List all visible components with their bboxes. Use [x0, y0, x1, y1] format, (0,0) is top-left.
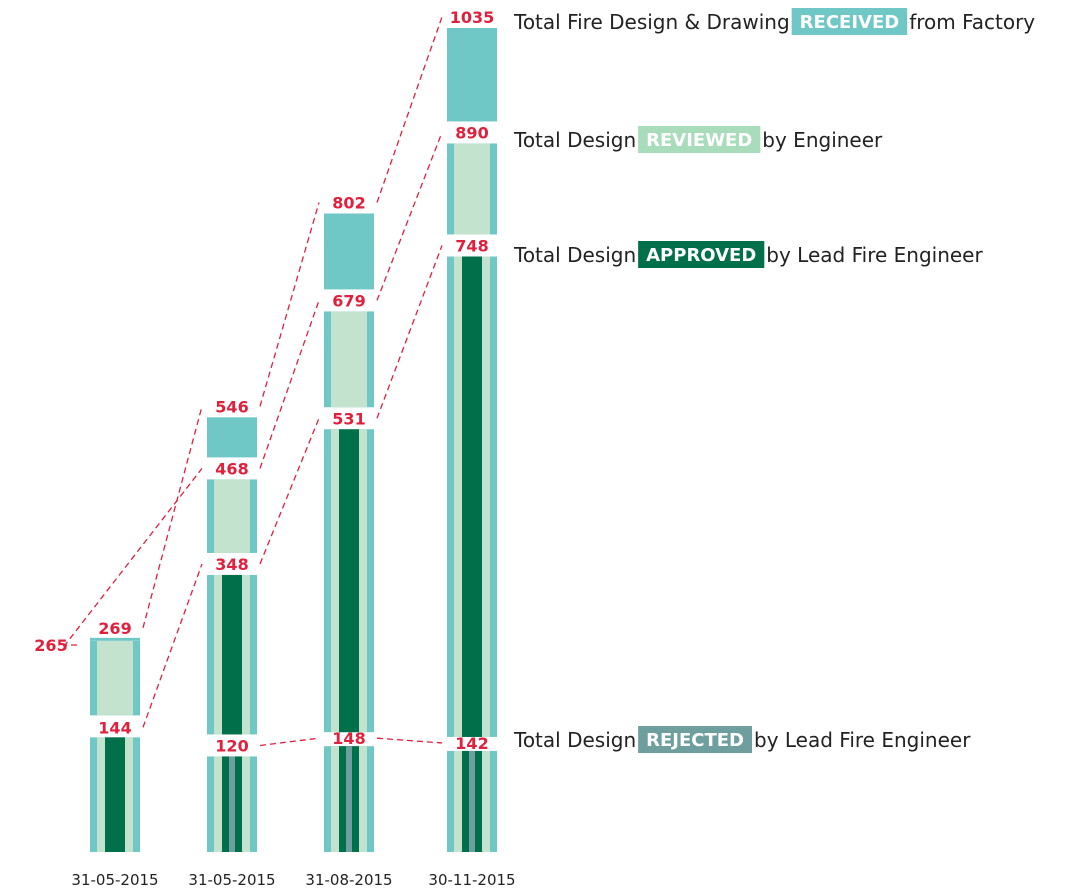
bar-reviewed-inner-2	[331, 311, 367, 408]
bar-received-0	[90, 637, 140, 641]
legend-prefix-3: Total Design	[513, 728, 636, 752]
bar-rejected-center-3	[469, 750, 475, 852]
connector-received-2	[376, 16, 443, 203]
value-label-rec-3: 1035	[450, 8, 495, 27]
value-label-app-2: 531	[332, 409, 365, 428]
bar-approved-core-3	[462, 256, 482, 737]
bar-reviewed-0	[90, 641, 140, 716]
bar-reviewed-3	[447, 143, 497, 235]
x-tick-label-3: 30-11-2015	[428, 871, 515, 889]
bar-received-outer-1	[207, 417, 257, 458]
bar-rejected-1	[207, 756, 257, 852]
bar-received-outer-3	[447, 28, 497, 122]
connector-approved-1	[259, 418, 320, 565]
bar-approved-core-1	[222, 574, 242, 735]
value-label-rev-0: 265	[34, 636, 67, 655]
x-axis-labels: 31-05-2015 31-05-2015 31-08-2015 30-11-2015	[71, 871, 515, 889]
bar-reviewed-inner-0	[97, 641, 133, 716]
legend-prefix-0: Total Fire Design & Drawing	[513, 10, 790, 34]
value-label-rec-2: 802	[332, 193, 365, 212]
x-tick-label-1: 31-05-2015	[188, 871, 275, 889]
connector-reviewed-1	[259, 300, 320, 469]
bar-reviewed-inner-3	[454, 143, 490, 235]
x-tick-label-2: 31-08-2015	[305, 871, 392, 889]
legend-suffix-2: by Lead Fire Engineer	[766, 243, 983, 267]
value-label-rev-1: 468	[215, 459, 248, 478]
connector-received-1	[259, 202, 320, 407]
connector-approved-0	[142, 563, 203, 728]
value-label-rec-1: 546	[215, 397, 248, 416]
bar-rejected-3	[447, 750, 497, 852]
x-tick-label-0: 31-05-2015	[71, 871, 158, 889]
legend-suffix-1: by Engineer	[762, 128, 883, 152]
connector-reviewed-2	[376, 132, 443, 301]
legend-suffix-0: from Factory	[909, 10, 1035, 34]
value-label-rej-2: 148	[332, 729, 365, 748]
bar-rejected-center-2	[346, 746, 352, 852]
bar-approved-core-0	[105, 737, 125, 852]
connector-reviewed-0	[63, 468, 203, 646]
value-label-app-3: 748	[455, 236, 488, 255]
legend: Total Fire Design & Drawing RECEIVED fro…	[513, 8, 1035, 753]
legend-item-received: Total Fire Design & Drawing RECEIVED fro…	[513, 8, 1035, 35]
legend-badge-0	[791, 8, 908, 35]
legend-badge-text-1: REVIEWED	[646, 130, 752, 151]
bar-reviewed-2	[324, 311, 374, 408]
bars	[90, 28, 497, 852]
bar-reviewed-inner-1	[214, 479, 250, 553]
legend-prefix-2: Total Design	[513, 243, 636, 267]
legend-badge-text-3: REJECTED	[646, 730, 744, 751]
bar-received-outer-2	[324, 213, 374, 290]
legend-item-approved: Total Design APPROVED by Lead Fire Engin…	[513, 241, 983, 268]
bar-approved-2	[324, 429, 374, 733]
legend-badge-text-0: RECEIVED	[800, 12, 900, 33]
bar-reviewed-1	[207, 479, 257, 553]
legend-item-reviewed: Total Design REVIEWED by Engineer	[513, 126, 883, 153]
legend-suffix-3: by Lead Fire Engineer	[754, 728, 971, 752]
connector-received-0	[142, 406, 203, 629]
legend-badge-3	[638, 726, 752, 753]
value-label-app-1: 348	[215, 555, 248, 574]
connector-rejected-1	[259, 737, 320, 747]
legend-prefix-1: Total Design	[513, 128, 636, 152]
bar-approved-1	[207, 574, 257, 735]
bar-rejected-2	[324, 746, 374, 852]
legend-badge-2	[638, 241, 765, 268]
bar-rejected-center-1	[229, 756, 235, 852]
connector-rejected-2	[376, 737, 443, 744]
bar-received-2	[324, 213, 374, 290]
value-label-rev-3: 890	[455, 123, 488, 142]
value-label-rec-0: 269	[98, 619, 131, 638]
value-labels: 269 265 144 546 468 348 120 802 679 531 148 1035 890…	[34, 8, 494, 755]
legend-badge-text-2: APPROVED	[646, 245, 756, 266]
bar-approved-3	[447, 256, 497, 737]
connector-lines	[63, 16, 443, 747]
value-label-rej-1: 120	[215, 736, 248, 755]
legend-badge-1	[638, 126, 761, 153]
bar-received-1	[207, 417, 257, 458]
value-label-rev-2: 679	[332, 291, 365, 310]
connector-approved-2	[376, 245, 443, 419]
bar-received-outer-0	[90, 637, 140, 641]
value-label-app-0: 144	[98, 718, 131, 737]
value-label-rej-3: 142	[455, 734, 488, 753]
bar-approved-0	[90, 737, 140, 852]
bar-approved-core-2	[339, 429, 359, 733]
legend-item-rejected: Total Design REJECTED by Lead Fire Engin…	[513, 726, 971, 753]
bar-received-3	[447, 28, 497, 122]
